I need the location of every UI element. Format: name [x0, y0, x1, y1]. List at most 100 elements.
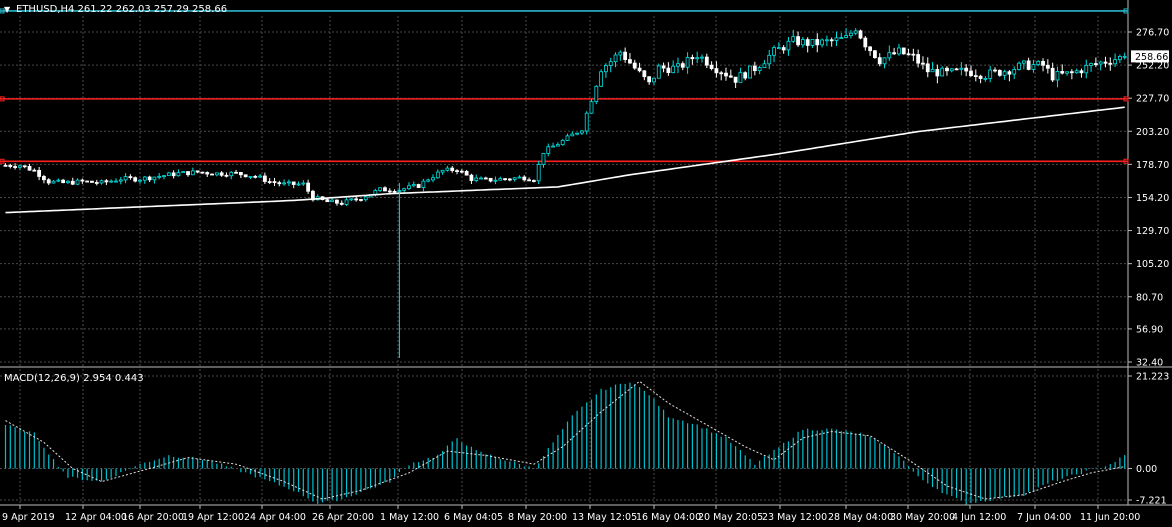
candle-body [483, 177, 488, 180]
candle-body [80, 179, 85, 182]
candle-body [392, 191, 397, 193]
line-handle[interactable] [0, 158, 5, 164]
candle-body [296, 183, 301, 186]
candle-body [378, 187, 383, 191]
current-price-box [1131, 50, 1169, 63]
candle-body [1017, 62, 1021, 70]
candle-body [349, 198, 354, 201]
candle-body [973, 75, 978, 78]
candle-body [642, 70, 647, 78]
candle-body [243, 174, 248, 178]
candle-body [945, 67, 949, 72]
candle-body [94, 182, 99, 184]
candle-body [700, 56, 704, 59]
candle-body [402, 188, 407, 191]
candle-body [762, 63, 767, 69]
candle-body [983, 78, 988, 80]
candle-body [800, 39, 805, 46]
candle-body [459, 170, 464, 173]
line-handle[interactable] [1123, 158, 1129, 164]
candle-body [517, 176, 522, 179]
candle-body [786, 40, 791, 51]
candle-body [560, 139, 565, 146]
time-tick-label: 9 Apr 2019 [2, 512, 55, 523]
time-tick-label: 7 Jun 04:00 [1017, 512, 1071, 523]
candle-body [781, 47, 786, 51]
line-handle[interactable] [0, 96, 5, 102]
candle-body [863, 37, 868, 48]
line-handles[interactable] [0, 8, 1129, 164]
candle-body [1108, 62, 1113, 65]
time-tick-label: 8 May 20:00 [508, 512, 567, 523]
candle-body [584, 112, 589, 132]
candle-body [301, 182, 306, 185]
candle-body [978, 75, 983, 79]
candle-body [527, 179, 531, 182]
candle-body [354, 198, 359, 201]
candle-body [387, 190, 392, 193]
candle-body [90, 180, 94, 183]
candle-body [743, 72, 748, 79]
candle-body [589, 101, 594, 114]
candle-body [536, 164, 541, 182]
time-tick-label: 16 Apr 20:00 [122, 512, 184, 523]
candle-body [555, 144, 560, 147]
candle-body [1079, 70, 1084, 74]
line-handle[interactable] [1123, 96, 1129, 102]
candle-body [51, 180, 56, 184]
candle-body [719, 72, 724, 75]
candle-body [522, 176, 527, 181]
candle-body [815, 39, 820, 46]
candle-body [421, 180, 426, 188]
panel-borders [0, 0, 1172, 506]
symbol-menu-arrow-icon[interactable]: ▼ [4, 5, 11, 14]
candle-body [37, 170, 42, 177]
candle-body [1122, 55, 1127, 58]
current-price-label: 258.66 [1135, 52, 1168, 63]
candle-body [344, 199, 349, 205]
candle-body [1055, 71, 1060, 81]
candle-body [623, 51, 628, 60]
candle-body [1002, 71, 1007, 76]
candle-body [940, 67, 945, 77]
candle-body [507, 178, 512, 181]
price-tick-label: 105.20 [1136, 259, 1169, 270]
candle-body [877, 57, 882, 65]
candle-body [930, 69, 935, 73]
candle-body [70, 180, 75, 185]
candle-body [287, 181, 291, 184]
candle-body [853, 30, 858, 34]
candle-body [810, 39, 815, 46]
candle-body [431, 177, 435, 181]
price-axis: 276.70 252.20 227.70 203.20 178.70 154.20 129.… [1128, 28, 1169, 369]
price-tick-label: 56.90 [1136, 324, 1163, 335]
time-tick-label: 12 Apr 04:00 [65, 512, 127, 523]
candle-body [724, 72, 728, 77]
candle-body [262, 175, 267, 182]
horizontal-lines[interactable] [0, 10, 1128, 163]
candle-body [61, 179, 66, 184]
candle-body [1050, 67, 1055, 81]
candle-body [195, 170, 200, 173]
candle-body [166, 172, 171, 177]
candle-body [13, 166, 18, 168]
candle-body [1074, 70, 1079, 74]
candle-body [32, 169, 37, 172]
candle-body [1065, 71, 1069, 74]
time-tick-label: 13 May 12:05 [572, 512, 637, 523]
candle-body [258, 175, 262, 178]
candle-body [733, 76, 738, 83]
candle-body [728, 75, 733, 78]
candle-body [901, 47, 906, 55]
candle-body [186, 171, 190, 176]
candle-body [709, 64, 714, 69]
candle-body [27, 165, 32, 171]
line-handle[interactable] [1123, 8, 1129, 14]
candle-body [469, 174, 474, 181]
candle-body [1069, 71, 1074, 74]
macd-indicator-title[interactable]: MACD(12,26,9) 2.954 0.443 [4, 373, 144, 384]
candle-body [1045, 64, 1050, 69]
line-handle[interactable] [0, 8, 5, 14]
candle-body [993, 69, 997, 72]
